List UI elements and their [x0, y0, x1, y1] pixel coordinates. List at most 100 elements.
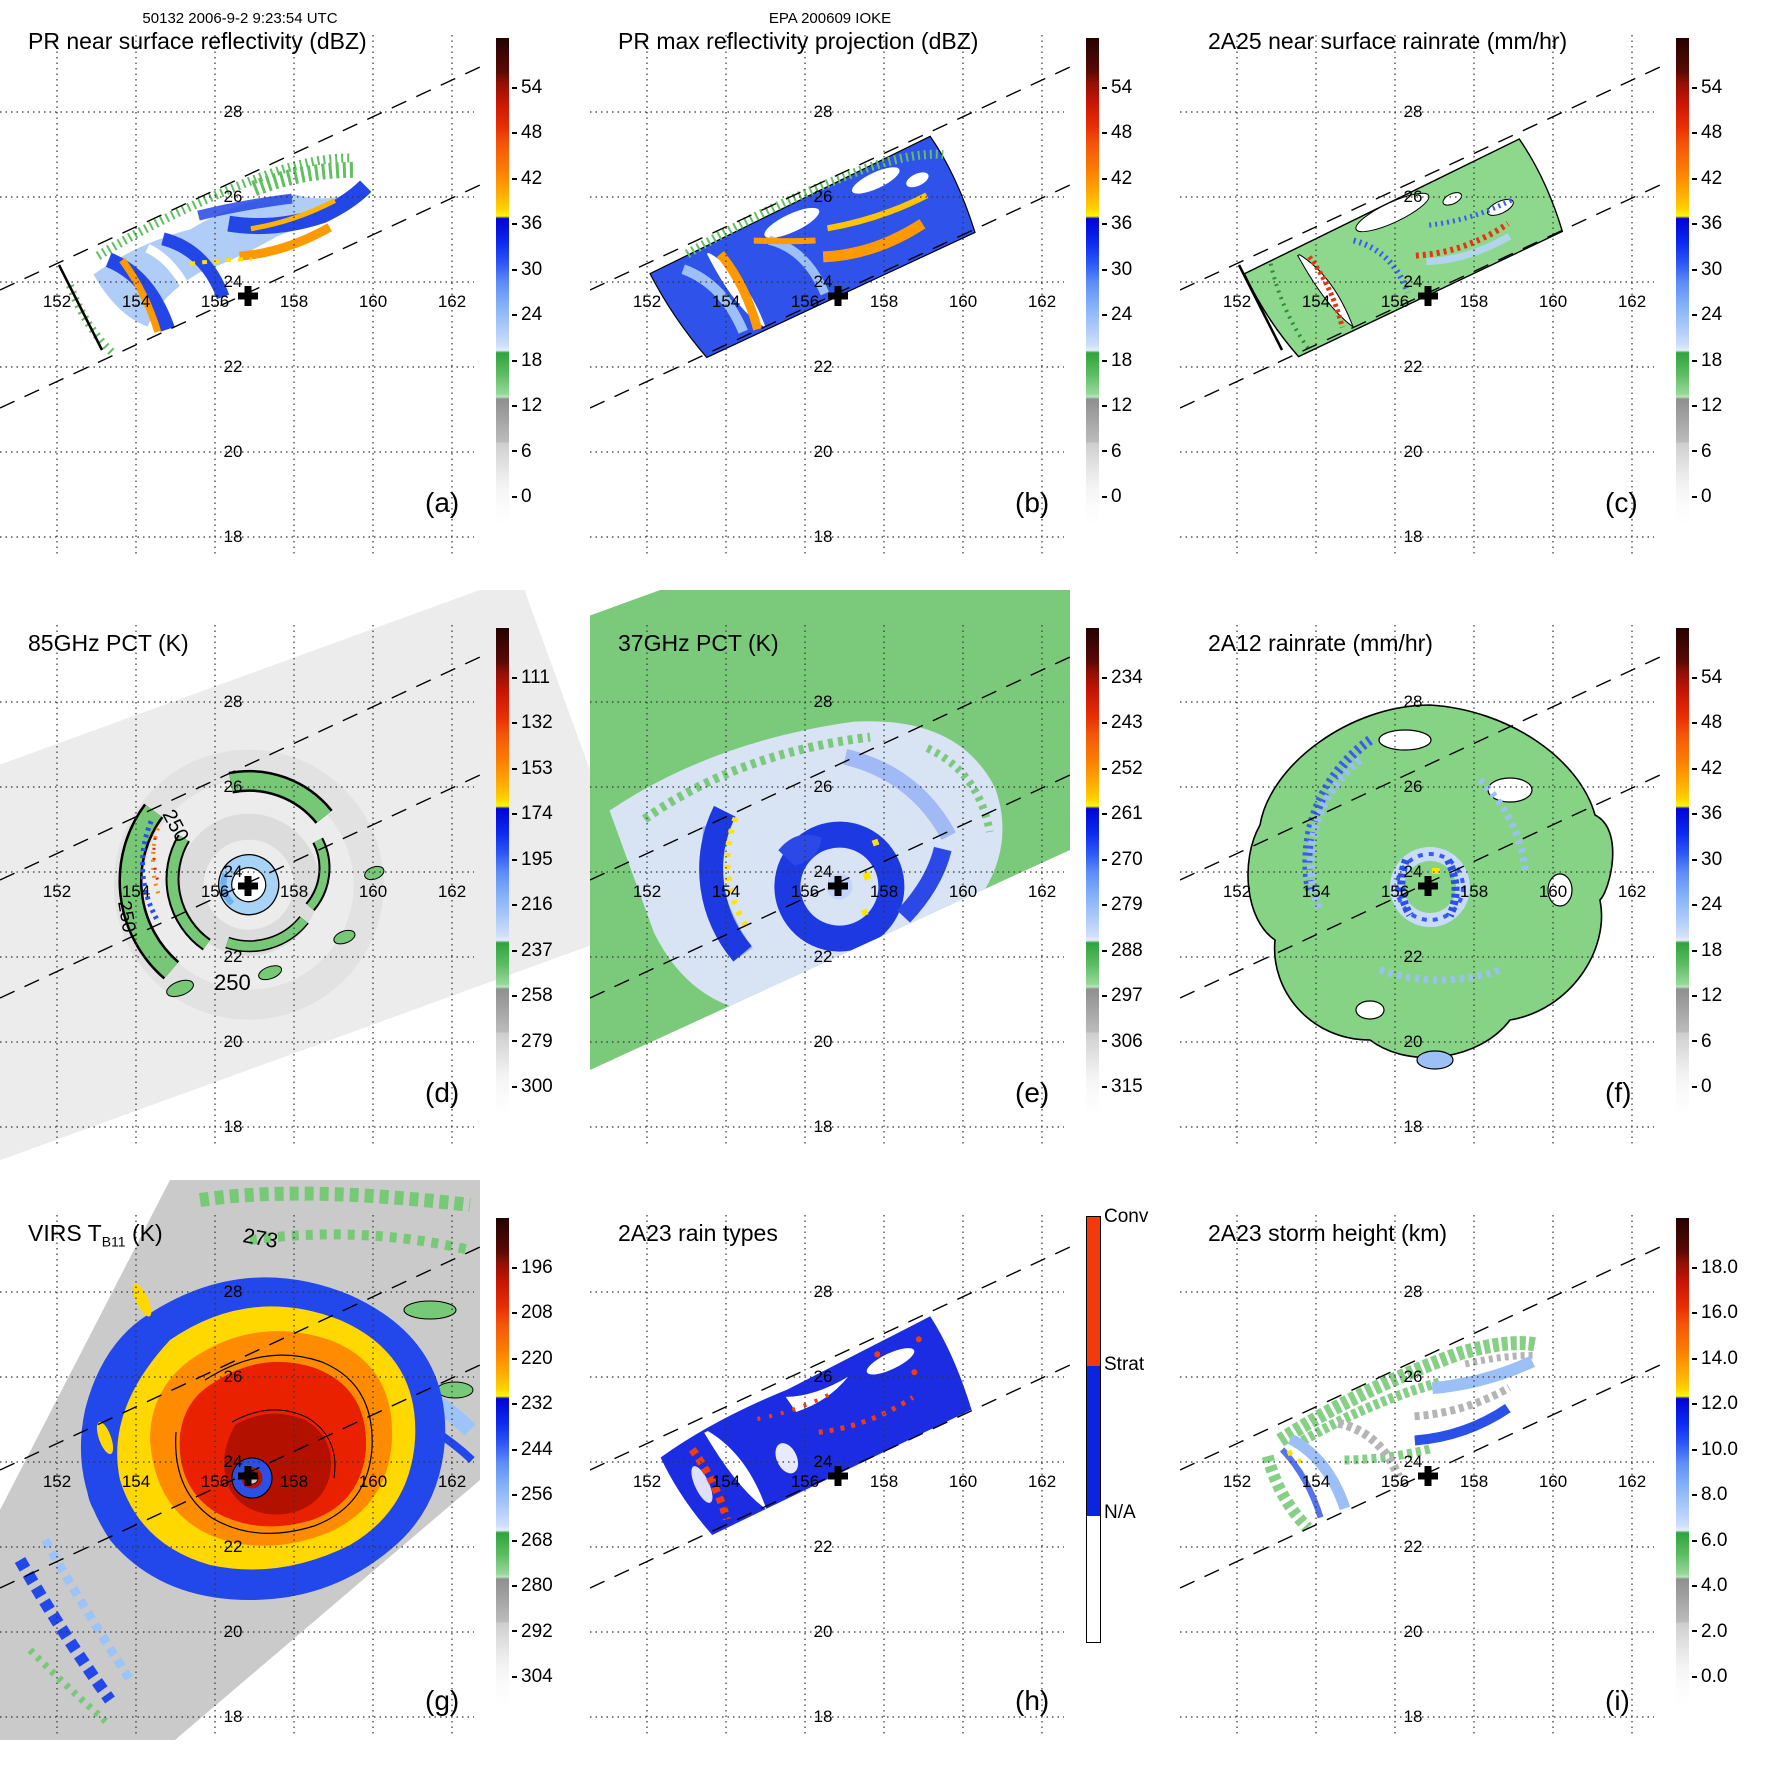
- colorbar-tick: 42: [1692, 168, 1756, 189]
- lat-lon-grid: [1180, 625, 1654, 1146]
- panel-letter: (i): [1605, 1685, 1630, 1716]
- lon-label: 156: [200, 292, 230, 311]
- lat-label: 26: [223, 777, 243, 796]
- lon-label: 162: [1617, 1472, 1647, 1491]
- swath-edge-lines: [1180, 656, 1661, 999]
- legend-strat: Strat: [1104, 1354, 1145, 1375]
- lat-label: 24: [813, 862, 833, 881]
- map-g: 273: [0, 1180, 481, 1740]
- lat-label: 28: [813, 102, 833, 121]
- lat-label: 24: [223, 862, 243, 881]
- colorbar-tick: 252: [1102, 758, 1166, 779]
- lon-label: 162: [1027, 292, 1057, 311]
- lon-labels: 152 154 156 158 160 162: [627, 882, 1062, 902]
- panel-f: 2A12 rainrate (mm/hr) 28 26 24 22 20 18 152 15…: [1180, 590, 1770, 1180]
- lon-labels: 152 154 156 158 160 162: [37, 1472, 472, 1492]
- lon-label: 154: [121, 1472, 151, 1491]
- lon-label: 152: [42, 292, 72, 311]
- colorbar: [496, 38, 509, 526]
- lat-label: 20: [1403, 442, 1423, 461]
- colorbar-tick: 8.0: [1692, 1485, 1756, 1505]
- lat-label: 24: [223, 1452, 243, 1471]
- storm-center-marker: [828, 876, 848, 896]
- colorbar-tick: 30: [1692, 259, 1756, 280]
- panel-title: 2A12 rainrate (mm/hr): [1208, 630, 1433, 656]
- map-c: [1180, 35, 1661, 556]
- colorbar-ticks: 54 48 42 36 30 24 18 12 6 0: [512, 78, 576, 507]
- colorbar-tick: 18: [1692, 940, 1756, 961]
- lat-label: 24: [1403, 862, 1423, 881]
- colorbar-tick: 216: [512, 895, 576, 915]
- lon-label: 152: [42, 1472, 72, 1491]
- lat-label: 26: [1403, 1367, 1423, 1386]
- colorbar-tick: 300: [512, 1076, 576, 1097]
- colorbar-tick: 232: [512, 1394, 576, 1414]
- lat-label: 24: [813, 272, 833, 291]
- panel-c: 2A25 near surface rainrate (mm/hr) 28 26 2…: [1180, 0, 1770, 590]
- colorbar: [1676, 1218, 1689, 1706]
- lon-label: 156: [200, 1472, 230, 1491]
- lon-label: 160: [948, 882, 978, 901]
- colorbar-ticks: 196 208 220 232 244 256 268 280 292 304: [512, 1258, 576, 1687]
- colorbar-tick: 132: [512, 713, 576, 733]
- colorbar-tick: 6: [512, 441, 576, 462]
- swath-edge-lines: [590, 1246, 1071, 1589]
- colorbar-ticks: 234 243 252 261 270 279 288 297 306 315: [1102, 668, 1166, 1097]
- lon-label: 162: [1027, 1472, 1057, 1491]
- lon-label: 160: [1538, 882, 1568, 901]
- panel-a: PR near surface reflectivity (dBZ) 28 26 2…: [0, 0, 590, 590]
- colorbar-tick: 195: [512, 849, 576, 870]
- lat-labels: 28 26 24 22 20 18: [800, 693, 846, 1136]
- lon-label: 158: [279, 1472, 309, 1491]
- panel-letter: (d): [425, 1077, 460, 1108]
- map-a: [0, 35, 481, 556]
- colorbar-tick: 24: [1102, 305, 1166, 325]
- panel-letter: (h): [1015, 1685, 1050, 1716]
- colorbar-tick: 4.0: [1692, 1576, 1756, 1596]
- lat-label: 28: [223, 1282, 243, 1301]
- lat-label: 22: [1403, 1537, 1423, 1556]
- lon-label: 158: [869, 882, 899, 901]
- colorbar-tick: 54: [1102, 78, 1166, 98]
- lon-labels: 152 154 156 158 160 162: [1217, 292, 1652, 312]
- storm-center-marker: [1418, 876, 1438, 896]
- colorbar-tick: 6.0: [1692, 1530, 1756, 1551]
- header-left: 50132 2006-9-2 9:23:54 UTC: [142, 10, 338, 27]
- panel-h: 2A23 rain types 28 26 24 22 20 18 152 154 156 15…: [590, 1180, 1180, 1771]
- lat-label: 24: [1403, 1452, 1423, 1471]
- colorbar-tick: 288: [1102, 940, 1166, 961]
- colorbar-tick: 12: [1102, 396, 1166, 416]
- lon-label: 158: [279, 292, 309, 311]
- panel-letter: (e): [1015, 1077, 1050, 1108]
- lat-label: 28: [813, 692, 833, 711]
- colorbar-tick: 18: [1692, 350, 1756, 371]
- lon-label: 156: [200, 882, 230, 901]
- colorbar-tick: 6: [1692, 441, 1756, 462]
- colorbar-tick: 14.0: [1692, 1348, 1756, 1369]
- colorbar-tick: 261: [1102, 804, 1166, 824]
- lat-label: 18: [223, 1707, 243, 1726]
- colorbar-tick: 48: [512, 123, 576, 143]
- map-b: [590, 35, 1071, 556]
- lat-label: 20: [223, 1622, 243, 1641]
- lon-label: 156: [1380, 292, 1410, 311]
- swath-edge-lines: [1180, 66, 1661, 409]
- lat-label: 26: [1403, 777, 1423, 796]
- lon-labels: 152 154 156 158 160 162: [627, 292, 1062, 312]
- colorbar-ticks: 111 132 153 174 195 216 237 258 279 300: [512, 668, 576, 1097]
- lon-label: 152: [1222, 882, 1252, 901]
- lat-label: 28: [223, 692, 243, 711]
- lon-labels: 152 154 156 158 160 162: [627, 1472, 1062, 1492]
- lon-label: 152: [1222, 1472, 1252, 1491]
- legend-na: N/A: [1104, 1502, 1136, 1523]
- colorbar-tick: 306: [1102, 1031, 1166, 1052]
- panel-title: 2A23 rain types: [618, 1220, 778, 1246]
- colorbar-tick: 279: [512, 1031, 576, 1052]
- colorbar-tick: 208: [512, 1303, 576, 1323]
- colorbar-tick: 256: [512, 1485, 576, 1505]
- lon-label: 160: [358, 1472, 388, 1491]
- lat-label: 26: [223, 1367, 243, 1386]
- lat-label: 20: [813, 1032, 833, 1051]
